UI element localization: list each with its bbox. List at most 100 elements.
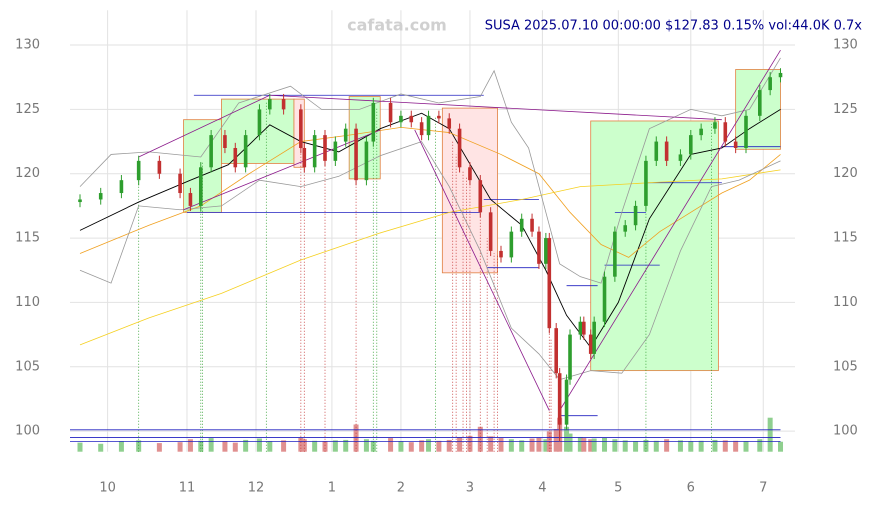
volume-bar (698, 440, 704, 452)
candle-body (530, 218, 534, 232)
volume-bar (136, 440, 142, 452)
candle-body (223, 135, 227, 148)
x-tick-label: 5 (614, 481, 622, 496)
candle-body (409, 115, 414, 123)
candle-body (371, 102, 376, 142)
volume-bar (281, 440, 287, 452)
candle-body (778, 72, 783, 78)
indicator-line (79, 127, 781, 258)
candle-body (499, 250, 503, 258)
y-tick-label: 115 (833, 231, 858, 246)
candle-body (399, 115, 403, 123)
candle-body (654, 141, 659, 161)
volume-bar (664, 439, 670, 452)
candle-body (198, 167, 203, 206)
y-tick-label: 130 (15, 38, 40, 53)
candle-body (281, 99, 286, 110)
volume-bar (232, 442, 238, 452)
trend-line (559, 49, 781, 411)
candle-body (267, 99, 272, 110)
candle-body (744, 115, 748, 148)
volume-bar (457, 436, 463, 452)
y-tick-label: 100 (833, 424, 858, 439)
chart-title: SUSA 2025.07.10 00:00:00 $127.83 0.15% v… (485, 19, 863, 34)
candle-body (664, 141, 669, 161)
volume-bar (536, 437, 542, 452)
volume-bar (508, 439, 514, 452)
volume-bar (722, 440, 728, 452)
volume-bar (612, 439, 618, 452)
volume-bar (564, 426, 570, 452)
volume-bar (118, 441, 124, 452)
x-tick-label: 4 (538, 481, 546, 496)
candle-body (592, 321, 596, 354)
x-tick-label: 3 (466, 481, 474, 496)
volume-bar (553, 429, 559, 452)
candle-body (437, 115, 441, 119)
candle-body (447, 118, 452, 129)
volume-bar (602, 437, 608, 452)
volume-bar (488, 436, 494, 452)
candle-body (578, 321, 583, 335)
volume-bar (312, 440, 318, 452)
volume-bar (498, 438, 504, 452)
candle-body (768, 77, 772, 91)
volume-bar (467, 435, 473, 452)
volume-bar (419, 440, 425, 452)
candle-body (302, 147, 307, 168)
candle-body (568, 334, 572, 380)
volume-bar (156, 443, 162, 452)
candle-body (209, 135, 213, 168)
candle-body (78, 199, 82, 203)
y-tick-label: 115 (15, 231, 40, 246)
candle-body (233, 147, 238, 168)
candle-body (564, 379, 569, 425)
volume-bar (767, 417, 773, 452)
volume-bar (363, 439, 369, 452)
y-tick-label: 110 (15, 295, 40, 310)
volume-bar (243, 439, 249, 452)
indicator-line (79, 169, 781, 346)
volume-bar (733, 440, 739, 452)
candle-body (547, 238, 552, 329)
volume-bar (778, 441, 784, 452)
volume-bar (519, 440, 525, 452)
volume-bar (187, 439, 193, 452)
indicator-line (79, 109, 781, 349)
y-tick-label: 105 (15, 359, 40, 374)
x-tick-label: 6 (687, 481, 695, 496)
candle-body (488, 212, 493, 251)
volume-bar (677, 440, 683, 452)
candle-body (136, 160, 141, 181)
volume-bar (529, 438, 535, 452)
volume-bar (77, 442, 83, 452)
y-tick-label: 100 (15, 424, 40, 439)
candle-body (557, 373, 562, 425)
candle-body (343, 128, 348, 142)
candle-body (188, 193, 193, 206)
volume-bar (567, 433, 573, 452)
volume-bar (267, 441, 273, 452)
candle-body (119, 180, 124, 194)
y-tick-label: 125 (15, 102, 40, 117)
candle-body (699, 128, 703, 136)
volume-bar (343, 439, 349, 452)
candle-body (519, 218, 524, 232)
candle-body (544, 238, 548, 264)
candle-body (588, 334, 593, 354)
x-tick-label: 1 (328, 481, 336, 496)
volume-bar (388, 438, 394, 452)
x-tick-label: 10 (99, 481, 116, 496)
candle-body (468, 167, 472, 181)
candle-body (723, 122, 728, 142)
candle-body (157, 160, 162, 174)
x-tick-label: 2 (397, 481, 405, 496)
trend-line (183, 129, 381, 211)
volume-bar (332, 440, 338, 452)
candle-body (257, 109, 262, 136)
candle-body (509, 231, 514, 258)
candle-body (457, 128, 462, 168)
y-tick-label: 105 (833, 359, 858, 374)
volume-bar (633, 441, 639, 452)
